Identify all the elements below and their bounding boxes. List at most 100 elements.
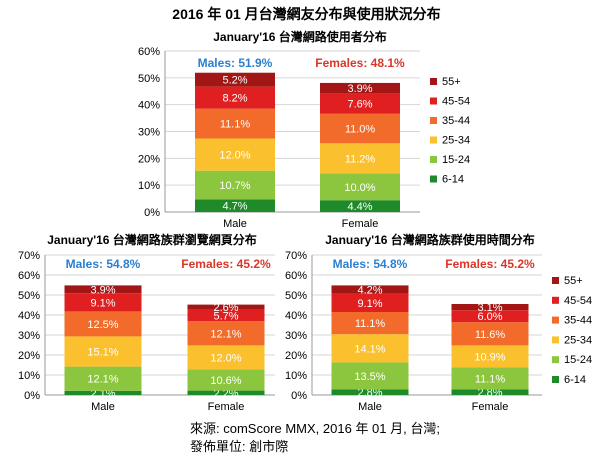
chart-0-data-label: 11.1% [220, 119, 251, 131]
chart-2-total-label: Females: 45.2% [445, 257, 535, 271]
chart-0-data-label: 4.4% [347, 201, 372, 213]
chart-1-x-tick-label: Female [208, 401, 245, 413]
chart-1-bar-0-15-24 [64, 366, 142, 391]
chart-0-total-label: Females: 48.1% [315, 56, 405, 70]
chart-1-data-label: 3.9% [90, 284, 115, 296]
chart-0-legend-swatch-55+ [430, 78, 437, 85]
chart-0-bar-0-35-44 [195, 108, 275, 139]
chart-2-legend-label: 45-54 [564, 295, 592, 307]
chart-2-bar-1-55+ [451, 304, 529, 311]
chart-2-bar-0-35-44 [331, 312, 409, 335]
chart-2-y-tick-label: 70% [285, 250, 307, 262]
chart-2-data-label: 10.9% [474, 351, 505, 363]
chart-2-legend-label: 55+ [564, 275, 583, 287]
chart-0-bar-0-55+ [195, 72, 275, 87]
chart-1-bar-0-35-44 [64, 311, 142, 337]
chart-0-bar-0-25-34 [195, 138, 275, 171]
chart-1-x-tick-label: Male [91, 401, 115, 413]
chart-2-legend-label: 15-24 [564, 354, 592, 366]
chart-0-title: January'16 台灣網路使用者分布 [213, 29, 387, 44]
chart-0-data-label: 10.0% [344, 182, 375, 194]
chart-2-data-label: 14.1% [354, 343, 385, 355]
chart-2-y-tick-label: 30% [285, 330, 307, 342]
chart-0-total-label: Males: 51.9% [198, 56, 273, 70]
chart-2-y-tick-label: 0% [291, 390, 307, 402]
chart-2-legend-swatch-6-14 [552, 376, 559, 383]
chart-0-data-label: 11.0% [345, 124, 376, 136]
chart-0-legend-label: 55+ [442, 76, 461, 88]
chart-1-bar-1-35-44 [187, 321, 265, 346]
chart-0-legend-swatch-25-34 [430, 136, 437, 144]
chart-2-y-tick-label: 60% [285, 270, 307, 282]
chart-0-legend-swatch-45-54 [430, 97, 437, 105]
chart-0-legend-swatch-6-14 [430, 175, 437, 183]
chart-0-bar-1-35-44 [320, 113, 400, 144]
chart-1-data-label: 2.1% [90, 388, 115, 400]
chart-1-data-label: 12.5% [87, 319, 118, 331]
chart-0-legend-swatch-15-24 [430, 156, 437, 163]
chart-2-legend-swatch-25-34 [552, 336, 559, 344]
chart-0-data-label: 5.2% [222, 75, 247, 87]
chart-1-bar-1-55+ [187, 304, 265, 310]
chart-1-data-label: 10.6% [210, 375, 241, 387]
chart-2-title: January'16 台灣網路族群使用時間分布 [325, 232, 535, 247]
chart-2-x-tick-label: Female [472, 401, 509, 413]
chart-2-data-label: 6.0% [477, 311, 502, 323]
chart-0-legend-label: 15-24 [442, 154, 470, 166]
chart-1-bar-0-55+ [64, 285, 142, 294]
chart-0-legend-label: 25-34 [442, 135, 470, 147]
chart-0-y-tick-label: 60% [138, 46, 160, 58]
chart-0-bar-1-45-54 [320, 93, 400, 114]
chart-0-x-tick-label: Male [223, 218, 247, 230]
chart-0-bar-1-6-14 [320, 200, 400, 212]
chart-1-data-label: 2.2% [213, 388, 238, 400]
chart-2-data-label: 11.1% [475, 373, 506, 385]
chart-0-y-tick-label: 40% [138, 100, 160, 112]
chart-2-legend-swatch-45-54 [552, 296, 559, 304]
source-line-2: 發佈單位: 創市際 [190, 439, 289, 454]
chart-2-bar-1-35-44 [451, 322, 529, 346]
chart-2-legend-swatch-15-24 [552, 356, 559, 364]
chart-1-data-label: 12.1% [87, 374, 118, 386]
chart-1-data-label: 5.7% [213, 311, 238, 323]
chart-2-data-label: 13.5% [354, 371, 385, 383]
chart-2-x-tick-label: Male [358, 401, 382, 413]
chart-2-y-tick-label: 40% [285, 310, 307, 322]
chart-1-bar-1-45-54 [187, 309, 265, 322]
chart-2-legend-swatch-55+ [552, 277, 559, 284]
chart-2-bar-0-45-54 [331, 293, 409, 312]
chart-0-bar-1-15-24 [320, 173, 400, 201]
chart-2-legend-label: 35-44 [564, 315, 592, 327]
chart-1-total-label: Males: 54.8% [66, 257, 141, 271]
chart-0-legend-label: 45-54 [442, 96, 470, 108]
chart-1-bar-0-25-34 [64, 336, 142, 367]
chart-2-bar-1-6-14 [451, 389, 529, 395]
chart-0-y-tick-label: 30% [138, 127, 160, 139]
chart-2-data-label: 3.1% [477, 302, 502, 314]
chart-2-data-label: 2.8% [357, 387, 382, 399]
chart-2-bar-0-25-34 [331, 334, 409, 363]
chart-2-legend-label: 6-14 [564, 374, 586, 386]
chart-1-y-tick-label: 70% [18, 250, 40, 262]
chart-0-data-label: 12.0% [219, 150, 250, 162]
chart-1-data-label: 12.1% [210, 328, 241, 340]
chart-0-legend-swatch-35-44 [430, 117, 437, 124]
chart-1-y-tick-label: 40% [18, 310, 40, 322]
chart-0-data-label: 8.2% [222, 93, 247, 105]
chart-0-data-label: 4.7% [222, 201, 247, 213]
chart-0-legend-label: 35-44 [442, 115, 470, 127]
chart-2-data-label: 2.8% [477, 387, 502, 399]
chart-1-bar-1-15-24 [187, 369, 265, 391]
chart-1-y-tick-label: 0% [24, 390, 40, 402]
chart-0-x-tick-label: Female [342, 218, 379, 230]
chart-2-total-label: Males: 54.8% [333, 257, 408, 271]
chart-0-data-label: 10.7% [219, 180, 250, 192]
chart-2-bar-0-15-24 [331, 362, 409, 390]
chart-0-bar-0-45-54 [195, 86, 275, 109]
chart-0-y-tick-label: 10% [138, 180, 160, 192]
chart-2-y-tick-label: 50% [285, 290, 307, 302]
chart-0-data-label: 7.6% [347, 99, 372, 111]
main-title: 2016 年 01 月台灣網友分布與使用狀況分布 [172, 6, 441, 22]
chart-1-title: January'16 台灣網路族群瀏覽網頁分布 [47, 232, 257, 247]
chart-0-data-label: 3.9% [347, 83, 372, 95]
